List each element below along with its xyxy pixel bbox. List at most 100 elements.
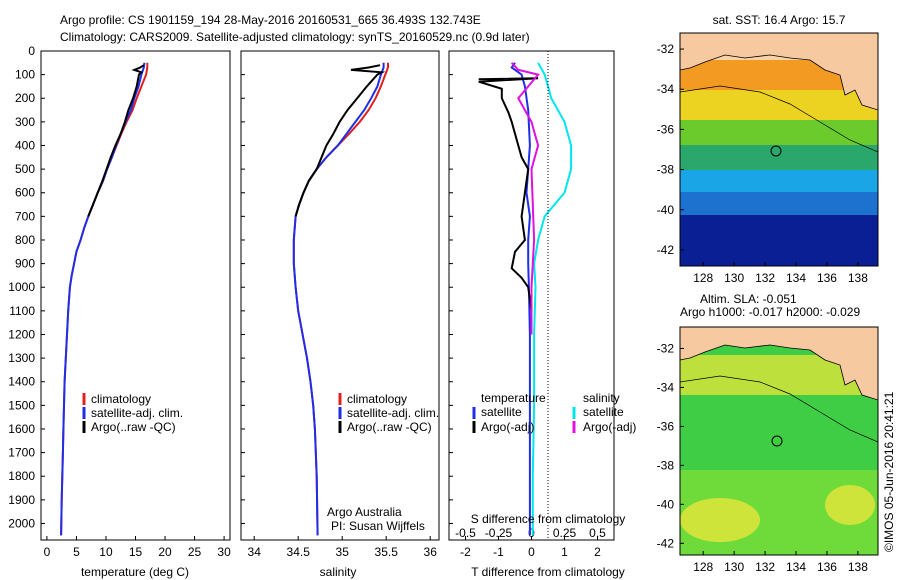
sst-map-lat-label: -42 [657, 243, 675, 257]
difference-legend: temperature salinity satellite Argo(-adj… [472, 391, 636, 434]
argo-float-marker [771, 435, 783, 447]
sla-map-lon-label: 128 [693, 560, 713, 574]
depth-tick-label: 1000 [8, 280, 35, 294]
difference-x-tick-label: 1 [561, 545, 568, 559]
salinity-xlabel: salinity [320, 565, 357, 579]
depth-tick-label: 400 [15, 138, 35, 152]
sla-map-x-axis: 128 130 132 134 136 138 [693, 551, 868, 574]
sla-map-lat-label: -34 [657, 380, 675, 394]
sla-1000m-contour [680, 375, 878, 443]
sla-map-frame [679, 326, 879, 556]
imos-timestamp: ©IMOS 05-Jun-2016 20:41:21 [882, 391, 896, 552]
difference-x-axis: -2 -1 0 1 2 -0.5 -0.25 0 0.25 0.5 [455, 526, 606, 559]
salinity-profiles [292, 62, 389, 536]
legend-label-s-satellite: satellite [583, 405, 624, 419]
sst-map-x-axis: 128 130 132 134 136 138 [693, 262, 868, 285]
temperature-x-tick-label: 0 [44, 545, 51, 559]
sst-map-title: sat. SST: 16.4 Argo: 15.7 [713, 13, 846, 27]
sla-coastline-land [680, 327, 878, 401]
legend-label-satellite: satellite-adj. clim. [91, 406, 183, 420]
depth-tick-label: 1900 [8, 493, 35, 507]
series-argo-raw-qc [294, 64, 386, 217]
sst-map-lon-label: 136 [817, 271, 837, 285]
depth-tick-label: 1300 [8, 351, 35, 365]
legend-label-climatology: climatology [91, 392, 151, 406]
depth-tick-label: 1400 [8, 375, 35, 389]
temperature-xlabel: temperature (deg C) [81, 565, 189, 579]
sst-map-lon-label: 130 [724, 271, 744, 285]
sst-map-lat-label: -36 [657, 122, 675, 136]
header-line-1: Argo profile: CS 1901159_194 28-May-2016… [60, 13, 481, 27]
salinity-diff-tick-label: -0.25 [485, 526, 513, 540]
temperature-legend: climatology satellite-adj. clim. Argo(..… [82, 392, 183, 434]
salinity-panel-frame [240, 50, 440, 541]
salinity-x-tick-label: 35.5 [375, 545, 399, 559]
difference-x-tick-label: -1 [493, 545, 504, 559]
sla-map-lon-label: 138 [848, 560, 868, 574]
depth-tick-label: 800 [15, 233, 35, 247]
temperature-x-tick-label: 10 [99, 545, 113, 559]
sst-map-lat-label: -34 [657, 82, 675, 96]
depth-tick-label: 1600 [8, 422, 35, 436]
sla-map-title-1: Altim. SLA: -0.051 [700, 292, 797, 306]
salinity-note-pi: PI: Susan Wijffels [331, 519, 425, 533]
difference-slabel: S difference from climatology [471, 512, 626, 526]
sst-map [680, 33, 878, 266]
depth-tick-label: 1800 [8, 469, 35, 483]
legend-title-temperature: temperature [481, 391, 546, 405]
temperature-x-tick-label: 30 [217, 545, 231, 559]
salinity-x-tick-label: 34 [248, 545, 262, 559]
sst-coastline-land [680, 33, 878, 111]
temperature-x-tick-label: 25 [188, 545, 202, 559]
salinity-note-institution: Argo Australia [327, 505, 402, 519]
temperature-x-tick-label: 5 [73, 545, 80, 559]
sst-map-frame [679, 32, 879, 267]
temperature-panel-frame [40, 50, 231, 541]
legend-title-salinity: salinity [583, 391, 620, 405]
sla-map-lon-label: 132 [755, 560, 775, 574]
difference-profiles [478, 62, 573, 536]
sla-map-lon-label: 130 [724, 560, 744, 574]
difference-xlabel: T difference from climatology [471, 565, 625, 579]
argo-float-marker [770, 145, 782, 157]
sst-map-lat-label: -40 [657, 203, 675, 217]
sst-1000m-contour [680, 85, 878, 153]
legend-label-t-satellite: satellite [481, 405, 522, 419]
depth-tick-label: 100 [15, 68, 35, 82]
depth-tick-label: 1200 [8, 327, 35, 341]
temperature-x-axis: 0 5 10 15 20 25 30 [44, 536, 231, 559]
depth-tick-label: 500 [15, 162, 35, 176]
depth-tick-label: 2000 [8, 516, 35, 530]
sst-map-lat-label: -38 [657, 163, 675, 177]
sla-map-lat-label: -42 [657, 536, 675, 550]
legend-label-s-argo: Argo(-adj) [583, 420, 636, 434]
depth-tick-label: 1100 [9, 304, 35, 318]
difference-x-tick-label: -2 [460, 545, 471, 559]
series-satellite-adj-clim [60, 62, 146, 536]
depth-tick-label: 0 [28, 44, 35, 58]
sla-map-lon-label: 134 [786, 560, 806, 574]
series-temperature-argo-adj [478, 77, 539, 312]
salinity-diff-tick-label: 0.25 [553, 526, 577, 540]
salinity-legend: climatology satellite-adj. clim. Argo(..… [338, 392, 439, 434]
sla-map-lon-label: 136 [817, 560, 837, 574]
depth-tick-label: 600 [15, 186, 35, 200]
sst-map-lon-label: 138 [848, 271, 868, 285]
depth-tick-label: 900 [15, 257, 35, 271]
salinity-x-axis: 34 34.5 35 35.5 36 [248, 536, 438, 559]
difference-x-tick-label: 0 [528, 545, 535, 559]
depth-tick-label: 1700 [8, 446, 35, 460]
legend-label-climatology: climatology [347, 392, 407, 406]
sst-map-lon-label: 134 [786, 271, 806, 285]
salinity-diff-tick-label: 0 [528, 526, 535, 540]
salinity-diff-tick-label: -0.5 [455, 526, 476, 540]
depth-tick-label: 200 [15, 91, 35, 105]
legend-label-argo: Argo(..raw -QC) [347, 420, 432, 434]
sla-map-lat-label: -40 [657, 497, 675, 511]
salinity-x-tick-label: 36 [424, 545, 438, 559]
series-temperature-satellite [510, 62, 531, 536]
sla-map-title-2: Argo h1000: -0.017 h2000: -0.029 [680, 305, 860, 319]
sst-map-lat-label: -32 [657, 42, 675, 56]
difference-x-tick-label: 2 [594, 545, 601, 559]
legend-label-satellite: satellite-adj. clim. [347, 406, 439, 420]
